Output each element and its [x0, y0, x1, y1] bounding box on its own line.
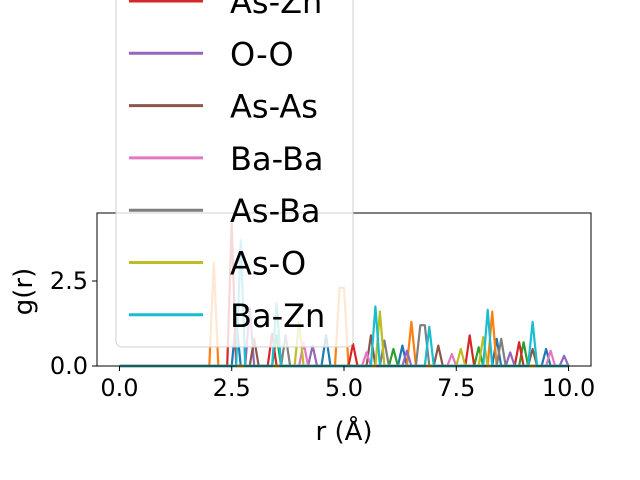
y-tick-label: 0.0: [50, 352, 88, 380]
y-axis-label: g(r): [9, 268, 39, 315]
legend-entry-label: O-O: [230, 35, 294, 73]
legend-entry-label: As-Ba: [230, 192, 321, 230]
x-tick-label: 5.0: [325, 374, 363, 402]
legend-entry-label: As-O: [230, 245, 306, 283]
legend: As-Zn O-O As-As Ba-Ba As-Ba As-O Ba-Zn: [115, 0, 354, 348]
axis-ticks: 0.0 2.5 5.0 7.5 10.0 0.0 2.5: [50, 267, 595, 402]
y-tick-label: 2.5: [50, 267, 88, 295]
x-axis-label: r (Å): [315, 415, 372, 447]
legend-entry-label: Ba-Ba: [230, 140, 324, 178]
legend-entry-label: Ba-Zn: [230, 297, 325, 335]
legend-entry-label: As-As: [230, 88, 318, 126]
legend-entry-label: As-Zn: [230, 0, 322, 21]
legend-box: [115, 0, 354, 348]
x-tick-label: 2.5: [213, 374, 251, 402]
x-tick-label: 7.5: [437, 374, 475, 402]
x-tick-label: 0.0: [100, 374, 138, 402]
x-tick-label: 10.0: [542, 374, 595, 402]
